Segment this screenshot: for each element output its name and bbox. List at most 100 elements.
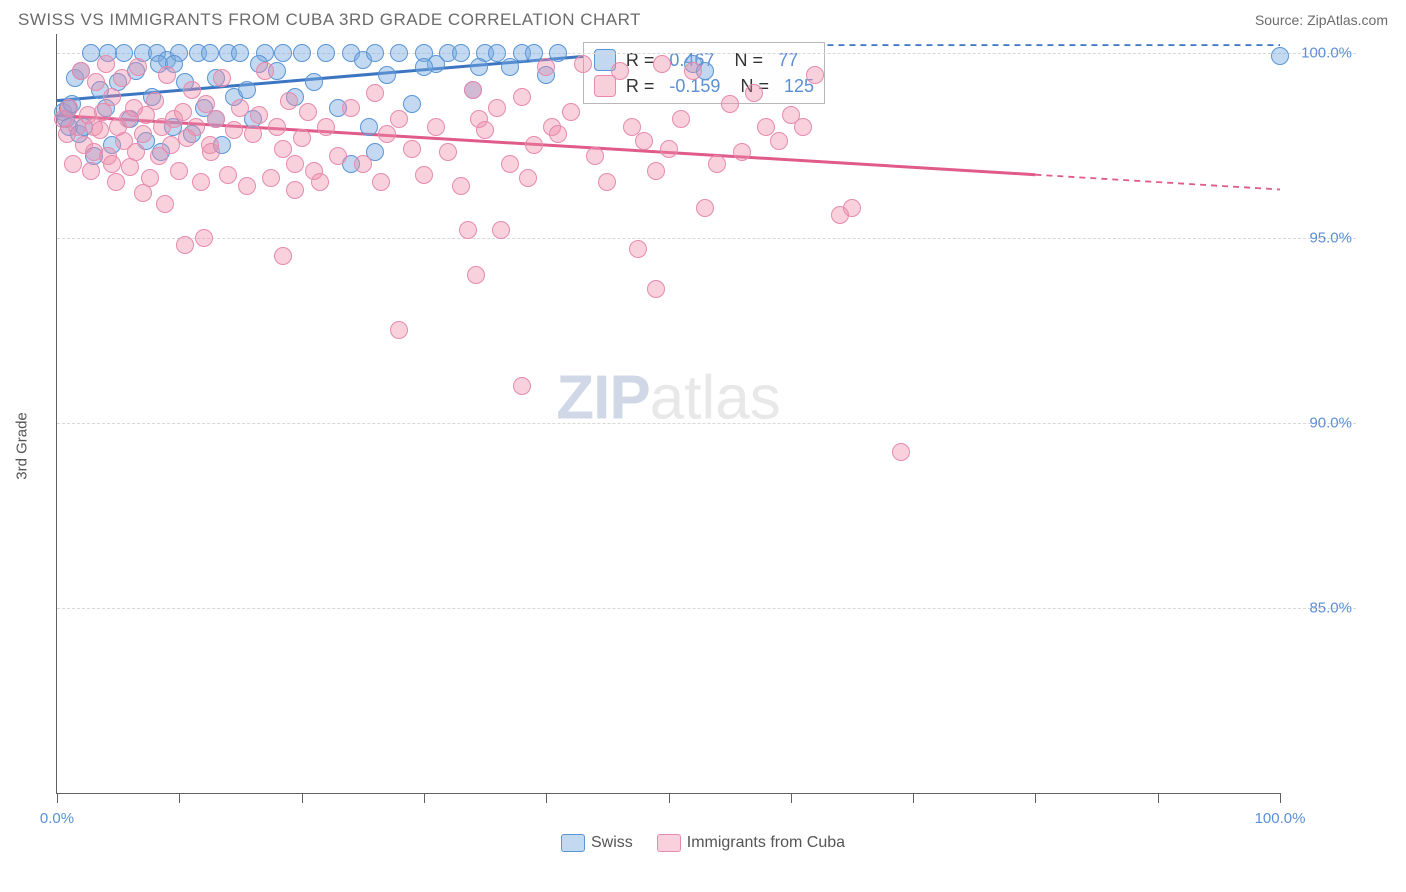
scatter-point [256,62,274,80]
scatter-point [134,184,152,202]
scatter-point [459,221,477,239]
scatter-point [427,118,445,136]
scatter-point [629,240,647,258]
scatter-point [115,44,133,62]
scatter-point [87,73,105,91]
scatter-point [467,266,485,284]
scatter-point [611,62,629,80]
y-axis-label: 3rd Grade [14,412,31,480]
scatter-point [403,140,421,158]
scatter-point [366,84,384,102]
gridline-h [57,238,1356,239]
xtick-label: 100.0% [1255,810,1306,827]
ytick-label: 85.0% [1309,599,1352,616]
scatter-point [403,95,421,113]
scatter-point [794,118,812,136]
scatter-point [250,106,268,124]
scatter-point [366,44,384,62]
scatter-point [305,73,323,91]
scatter-point [91,121,109,139]
scatter-point [684,62,702,80]
scatter-point [195,229,213,247]
scatter-point [476,121,494,139]
scatter-point [280,92,298,110]
xtick [791,793,792,803]
scatter-point [378,66,396,84]
scatter-point [274,247,292,265]
xtick [57,793,58,803]
scatter-point [317,44,335,62]
scatter-point [176,236,194,254]
scatter-point [470,58,488,76]
scatter-point [134,125,152,143]
scatter-point [82,162,100,180]
plot-area: ZIPatlas R = 0.467 N = 77 R = -0.159 N = [56,34,1280,794]
scatter-point [201,44,219,62]
scatter-point [562,103,580,121]
scatter-point [60,99,78,117]
scatter-point [207,110,225,128]
bottom-legend: SwissImmigrants from Cuba [10,834,1396,852]
scatter-point [439,143,457,161]
scatter-point [647,280,665,298]
scatter-point [238,177,256,195]
gridline-h [57,53,1356,54]
scatter-point [299,103,317,121]
scatter-point [103,88,121,106]
scatter-point [513,377,531,395]
xtick [913,793,914,803]
scatter-point [158,66,176,84]
scatter-point [696,199,714,217]
xtick [1158,793,1159,803]
scatter-point [525,136,543,154]
scatter-point [452,44,470,62]
scatter-point [513,88,531,106]
swatch-cuba [594,75,616,97]
scatter-point [274,44,292,62]
scatter-point [219,166,237,184]
scatter-point [390,44,408,62]
scatter-point [492,221,510,239]
scatter-point [244,125,262,143]
scatter-point [598,173,616,191]
xtick [424,793,425,803]
scatter-point [549,44,567,62]
scatter-point [293,129,311,147]
scatter-point [231,44,249,62]
scatter-point [238,81,256,99]
xtick [546,793,547,803]
ytick-label: 95.0% [1309,229,1352,246]
scatter-point [415,58,433,76]
scatter-point [64,155,82,173]
scatter-point [390,110,408,128]
source-label: Source: ZipAtlas.com [1255,12,1388,28]
scatter-point [213,69,231,87]
scatter-point [452,177,470,195]
scatter-point [574,55,592,73]
plot-container: ZIPatlas R = 0.467 N = 77 R = -0.159 N = [56,34,1356,794]
scatter-point [843,199,861,217]
scatter-point [647,162,665,180]
scatter-point [286,181,304,199]
scatter-point [342,99,360,117]
scatter-point [415,166,433,184]
xtick [669,793,670,803]
scatter-point [127,143,145,161]
scatter-point [225,121,243,139]
scatter-point [317,118,335,136]
scatter-point [107,173,125,191]
scatter-point [103,155,121,173]
chart-title: SWISS VS IMMIGRANTS FROM CUBA 3RD GRADE … [18,10,641,30]
scatter-point [293,44,311,62]
scatter-point [192,173,210,191]
scatter-point [708,155,726,173]
gridline-h [57,608,1356,609]
scatter-point [231,99,249,117]
scatter-point [262,169,280,187]
scatter-point [372,173,390,191]
gridline-h [57,423,1356,424]
scatter-point [635,132,653,150]
scatter-point [770,132,788,150]
scatter-point [806,66,824,84]
xtick [179,793,180,803]
